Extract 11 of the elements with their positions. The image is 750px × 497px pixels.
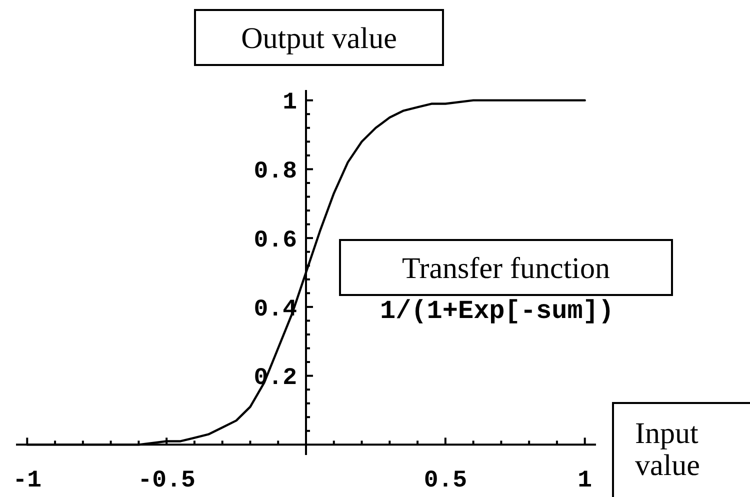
x-tick-label: 0.5 [424,468,468,495]
x-tick-label: 1 [578,468,592,495]
x-tick-label: -0.5 [138,468,196,495]
x-axis-title: Input value [635,417,700,482]
y-axis-title: Output value [241,22,397,55]
annotation: 1/(1+Exp[-sum]) [380,296,614,326]
y-tick-label: 0.8 [254,158,297,186]
y-tick-label: 0.6 [254,227,297,254]
x-tick-label: -1 [12,468,42,495]
annotation: Transfer function [402,252,610,285]
y-tick-label: 1 [282,90,297,117]
